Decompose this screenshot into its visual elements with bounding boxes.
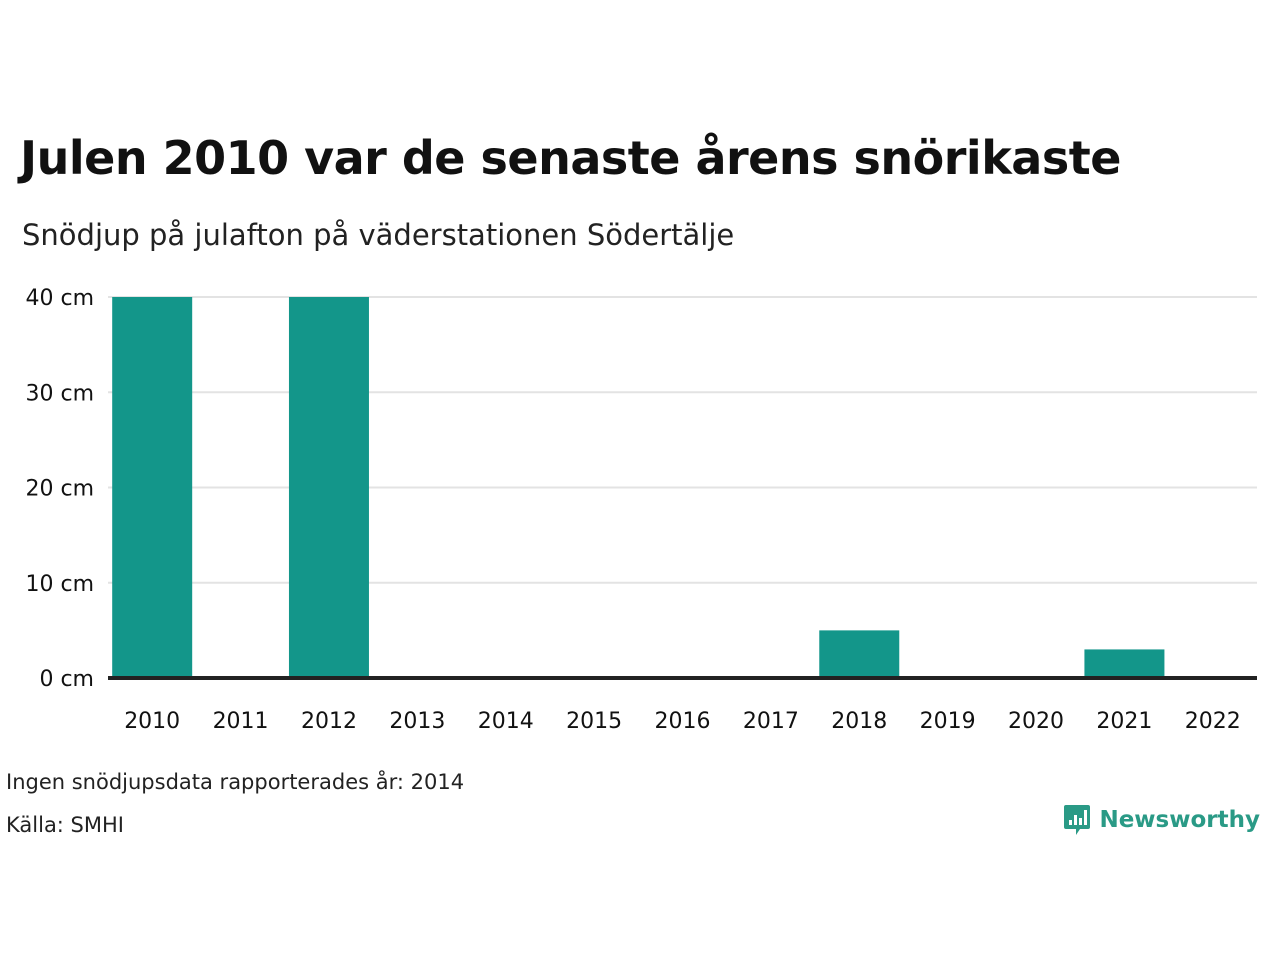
- chart-title: Julen 2010 var de senaste årens snörikas…: [20, 131, 1121, 185]
- source-credit: Källa: SMHI: [6, 813, 124, 837]
- newsworthy-logo: Newsworthy: [1063, 804, 1260, 836]
- bar-2010: [112, 297, 193, 678]
- x-tick-label: 2022: [1185, 709, 1241, 734]
- x-tick-label: 2019: [920, 709, 976, 734]
- x-tick-label: 2020: [1008, 709, 1064, 734]
- y-tick-label: 10 cm: [25, 572, 94, 597]
- y-tick-label: 40 cm: [25, 286, 94, 311]
- bar-2012: [288, 297, 369, 678]
- x-tick-label: 2014: [478, 709, 534, 734]
- x-tick-label: 2011: [213, 709, 269, 734]
- bar-chart: 0 cm 10 cm 20 cm 30 cm 40 cm 2010 2011 2012 2013…: [25, 286, 1257, 734]
- bar-2018: [819, 630, 900, 678]
- x-tick-label: 2018: [831, 709, 887, 734]
- x-tick-label: 2015: [566, 709, 622, 734]
- bar-chart-speech-bubble-icon: [1064, 805, 1091, 835]
- missing-data-note: Ingen snödjupsdata rapporterades år: 201…: [6, 770, 465, 794]
- x-tick-label: 2012: [301, 709, 357, 734]
- bar-2021: [1084, 649, 1165, 678]
- x-tick-label: 2016: [655, 709, 711, 734]
- y-tick-label: 30 cm: [25, 381, 94, 406]
- x-tick-label: 2010: [124, 709, 180, 734]
- x-tick-label: 2021: [1096, 709, 1152, 734]
- x-tick-label: 2013: [389, 709, 445, 734]
- y-tick-label: 20 cm: [25, 477, 94, 502]
- y-tick-label: 0 cm: [39, 667, 94, 692]
- chart-subtitle: Snödjup på julafton på väderstationen Sö…: [22, 218, 735, 252]
- x-tick-label: 2017: [743, 709, 799, 734]
- logo-text: Newsworthy: [1099, 807, 1260, 833]
